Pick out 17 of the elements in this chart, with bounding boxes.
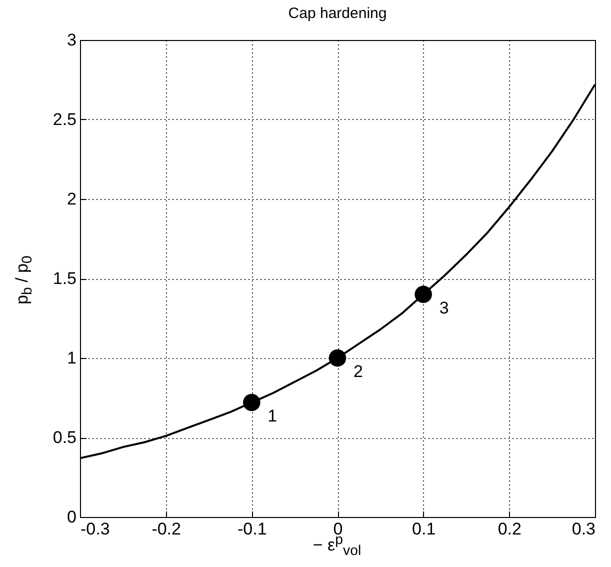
x-tick-label: 0.3: [572, 520, 596, 538]
chart-title: Cap hardening: [288, 5, 387, 22]
y-tick-label: 3: [67, 30, 76, 50]
x-tick-label: 0.1: [412, 520, 436, 538]
y-tick-label: 2.5: [52, 110, 76, 129]
annotation: 1: [268, 406, 278, 426]
y-tick-label: 1.5: [52, 269, 76, 288]
x-tick-label: 0.2: [498, 520, 522, 538]
y-tick-label: 1: [67, 348, 76, 368]
x-tick-label: -0.1: [238, 520, 267, 538]
x-tick-label: -0.3: [80, 520, 110, 538]
y-tick-label: 2: [67, 190, 76, 208]
y-tick-label: 0.5: [52, 428, 76, 447]
x-tick-label: -0.2: [152, 520, 181, 538]
y-tick-label: 0: [67, 508, 76, 526]
annotation: 3: [439, 298, 449, 318]
annotation: 2: [354, 362, 363, 381]
